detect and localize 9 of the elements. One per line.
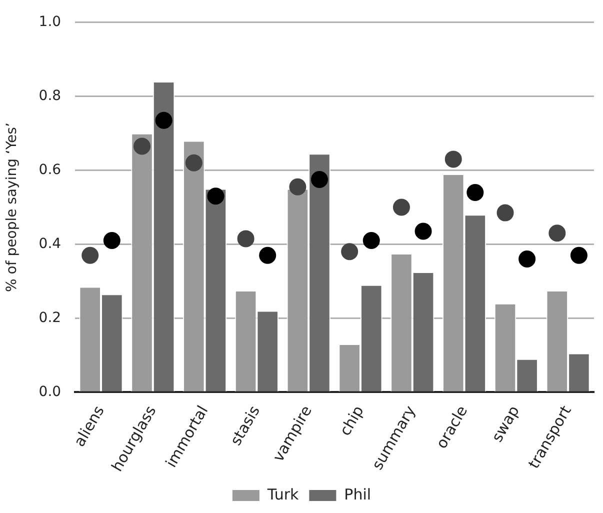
y-axis-title: % of people saying ‘Yes’ — [4, 122, 20, 292]
y-tick-label: 0.8 — [38, 88, 62, 104]
y-tick-label: 0.4 — [38, 236, 62, 252]
y-tick-label: 0.2 — [38, 310, 62, 326]
legend-label: Turk — [266, 485, 299, 504]
y-tick-label: 0.6 — [38, 162, 62, 178]
legend-label: Phil — [344, 485, 372, 504]
y-tick-label: 0.0 — [38, 384, 62, 400]
y-tick-label: 1.0 — [38, 14, 62, 30]
